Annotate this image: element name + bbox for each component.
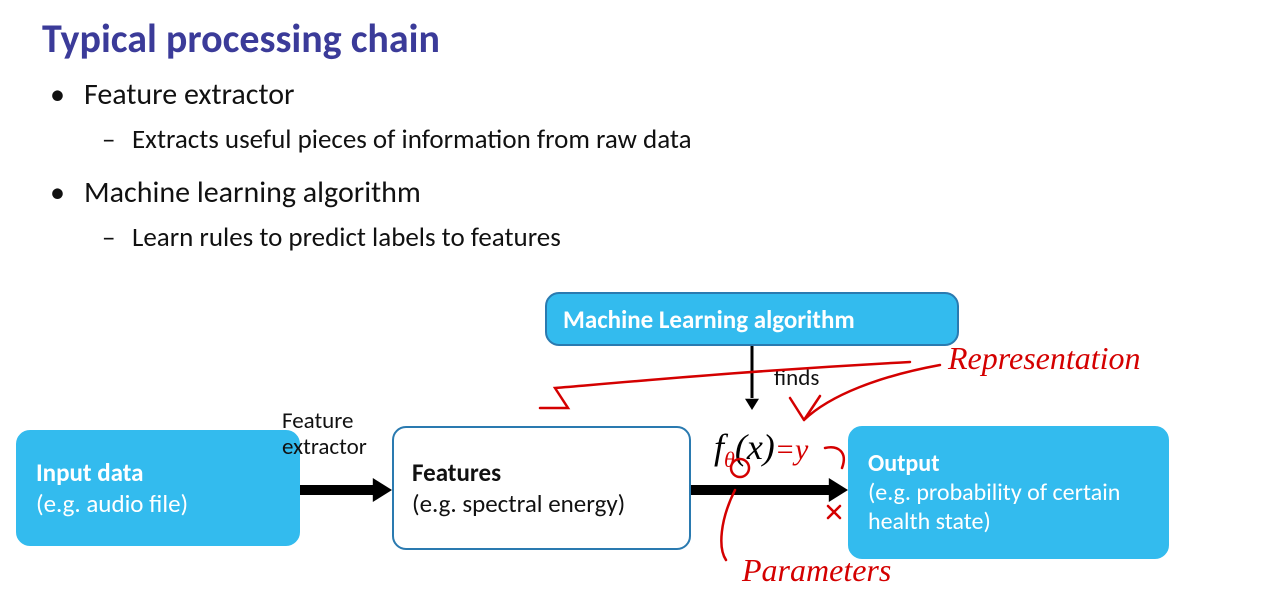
formula-f: f (714, 427, 724, 467)
bullet-2-text: Machine learning algorithm (84, 174, 421, 211)
features-title: Features (412, 457, 671, 488)
input-data-sub: (e.g. audio file) (36, 488, 280, 519)
formula-x: (x) (735, 427, 775, 467)
bullet-1: Feature extractor Extracts useful pieces… (50, 76, 692, 156)
formula-theta: θ (724, 447, 735, 472)
ml-algorithm-label: Machine Learning algorithm (563, 304, 941, 335)
input-data-box: Input data (e.g. audio file) (16, 430, 300, 546)
bullet-1-text: Feature extractor (84, 76, 294, 113)
finds-label: finds (774, 364, 819, 392)
feature-extractor-label: Feature extractor (282, 408, 367, 461)
bullet-1-sub-1: Extracts useful pieces of information fr… (84, 123, 692, 156)
output-sub: (e.g. probability of certain health stat… (868, 478, 1149, 536)
bullet-2: Machine learning algorithm Learn rules t… (50, 174, 692, 254)
handwriting-representation: Representation (948, 340, 1141, 377)
features-box: Features (e.g. spectral energy) (392, 426, 691, 550)
handwriting-parameters: Parameters (742, 552, 891, 589)
feature-extractor-label-l1: Feature (282, 407, 353, 435)
formula: fθ(x)=y (714, 426, 808, 473)
slide: Typical processing chain Feature extract… (0, 0, 1267, 591)
features-sub: (e.g. spectral energy) (412, 488, 671, 519)
slide-title: Typical processing chain (42, 14, 440, 63)
output-title: Output (868, 449, 1149, 478)
bullet-2-sub-1: Learn rules to predict labels to feature… (84, 221, 692, 254)
formula-eq-y: =y (775, 433, 809, 466)
feature-extractor-label-l2: extractor (282, 433, 367, 461)
output-box: Output (e.g. probability of certain heal… (848, 426, 1169, 559)
ml-algorithm-box: Machine Learning algorithm (545, 292, 959, 346)
bullet-list: Feature extractor Extracts useful pieces… (50, 70, 692, 272)
input-data-title: Input data (36, 457, 280, 488)
